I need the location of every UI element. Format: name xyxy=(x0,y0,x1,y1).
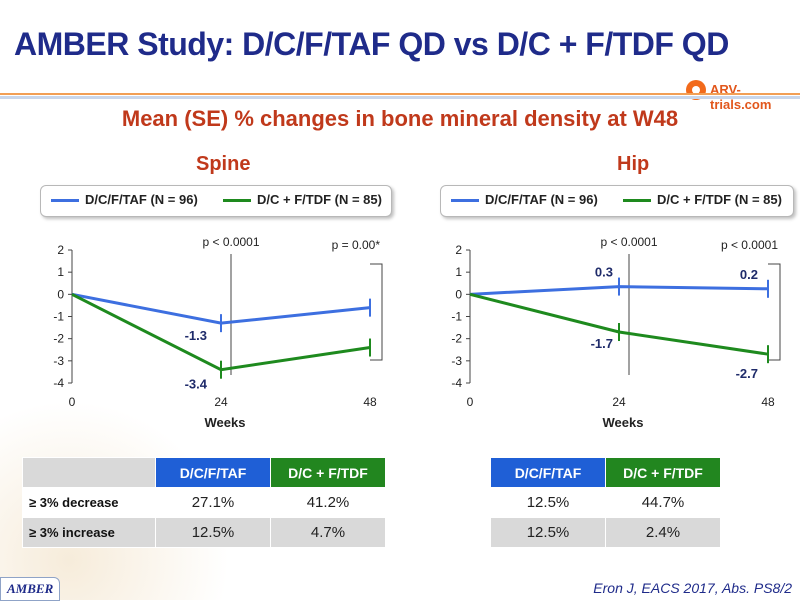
hip-legend: D/C/F/TAF (N = 96) D/C + F/TDF (N = 85) xyxy=(440,185,794,217)
legend-swatch-blue xyxy=(451,199,479,203)
spine-y-tick-label: 0 xyxy=(57,287,64,301)
bmd-line-charts: 2 1 0 -1 -2 -3 -4 0 24 48 Weeks p < 0.0001 p = 0.00*… xyxy=(53,235,781,430)
spine-series-2-data-label: -3.4 xyxy=(185,377,208,392)
hip-table-header-tdf: D/C + F/TDF xyxy=(605,457,721,488)
spine-pvalue-bracket xyxy=(370,263,383,361)
hip-x-tick-label: 48 xyxy=(761,395,775,409)
hip-x-tick-label: 24 xyxy=(612,395,626,409)
spine-y-tick-label: 1 xyxy=(57,265,64,279)
spine-table-header-taf: D/C/F/TAF xyxy=(155,457,271,488)
spine-x-axis-label: Weeks xyxy=(205,415,246,430)
spine-y-tick-label: -4 xyxy=(53,376,64,390)
hip-x-axis-label: Weeks xyxy=(603,415,644,430)
hip-pvalue-label: p < 0.0001 xyxy=(721,238,778,252)
table-row: ≥ 3% decrease 27.1% 41.2% xyxy=(22,487,386,518)
hip-series-1-data-label: 0.3 xyxy=(595,265,613,280)
spine-series-1-data-label: -1.3 xyxy=(185,328,207,343)
hip-x-tick-label: 0 xyxy=(467,395,474,409)
spine-y-tick-label: 2 xyxy=(57,243,64,257)
spine-x-tick-label: 48 xyxy=(363,395,377,409)
hip-y-tick-label: -4 xyxy=(451,376,462,390)
arv-trials-logo: ARV-trials.com xyxy=(686,80,798,112)
citation: Eron J, EACS 2017, Abs. PS8/2 xyxy=(593,580,792,596)
table-cell: 4.7% xyxy=(270,517,386,548)
spine-y-tick-label: -3 xyxy=(53,354,64,368)
spine-y-tick-label: -2 xyxy=(53,332,64,346)
spine-y-tick-label: -1 xyxy=(53,310,64,324)
table-cell: 27.1% xyxy=(155,487,271,518)
table-row: ≥ 3% increase 12.5% 4.7% xyxy=(22,517,386,548)
hip-table-header-taf: D/C/F/TAF xyxy=(490,457,606,488)
spine-x-tick-label: 0 xyxy=(69,395,76,409)
row-label-decrease: ≥ 3% decrease xyxy=(22,487,156,518)
table-cell: 12.5% xyxy=(155,517,271,548)
table-cell: 12.5% xyxy=(490,517,606,548)
spine-table-corner xyxy=(22,457,156,488)
legend-swatch-blue xyxy=(51,199,79,203)
hip-y-tick-label: 0 xyxy=(455,287,462,301)
spine-legend: D/C/F/TAF (N = 96) D/C + F/TDF (N = 85) xyxy=(40,185,392,217)
table-row: 12.5% 44.7% xyxy=(490,487,721,518)
hip-series-1-data-label: 0.2 xyxy=(740,267,758,282)
table-cell: 44.7% xyxy=(605,487,721,518)
spine-legend-series2: D/C + F/TDF (N = 85) xyxy=(223,192,382,207)
table-cell: 41.2% xyxy=(270,487,386,518)
slide-title: AMBER Study: D/C/F/TAF QD vs D/C + F/TDF… xyxy=(14,26,729,62)
hip-y-tick-label: 1 xyxy=(455,265,462,279)
hip-y-tick-label: -3 xyxy=(451,354,462,368)
table-row: 12.5% 2.4% xyxy=(490,517,721,548)
hip-pvalue-label: p < 0.0001 xyxy=(600,235,657,249)
hip-y-tick-label: -1 xyxy=(451,310,462,324)
table-cell: 12.5% xyxy=(490,487,606,518)
hip-panel-title: Hip xyxy=(617,153,650,175)
spine-legend-series1: D/C/F/TAF (N = 96) xyxy=(51,192,198,207)
hip-legend-series2: D/C + F/TDF (N = 85) xyxy=(623,192,782,207)
hip-y-tick-label: -2 xyxy=(451,332,462,346)
spine-x-tick-label: 24 xyxy=(214,395,228,409)
spine-pvalue-label: p = 0.00* xyxy=(332,238,381,252)
legend-swatch-green xyxy=(223,199,251,203)
table-cell: 2.4% xyxy=(605,517,721,548)
spine-table-header-tdf: D/C + F/TDF xyxy=(270,457,386,488)
spine-table: D/C/F/TAF D/C + F/TDF ≥ 3% decrease 27.1… xyxy=(22,457,386,548)
hip-table: D/C/F/TAF D/C + F/TDF 12.5% 44.7% 12.5% … xyxy=(490,457,721,548)
chart-subtitle: Mean (SE) % changes in bone mineral dens… xyxy=(121,106,679,131)
hip-series-2-data-label: -2.7 xyxy=(736,366,758,381)
legend-swatch-green xyxy=(623,199,651,203)
study-tag: AMBER xyxy=(0,577,60,601)
spine-pvalue-label: p < 0.0001 xyxy=(202,235,259,249)
title-divider xyxy=(0,93,800,99)
hip-y-tick-label: 2 xyxy=(455,243,462,257)
spine-panel-title: Spine xyxy=(196,153,251,175)
hip-pvalue-bracket xyxy=(768,263,781,361)
row-label-increase: ≥ 3% increase xyxy=(22,517,156,548)
hip-series-2-data-label: -1.7 xyxy=(591,336,613,351)
hip-legend-series1: D/C/F/TAF (N = 96) xyxy=(451,192,598,207)
